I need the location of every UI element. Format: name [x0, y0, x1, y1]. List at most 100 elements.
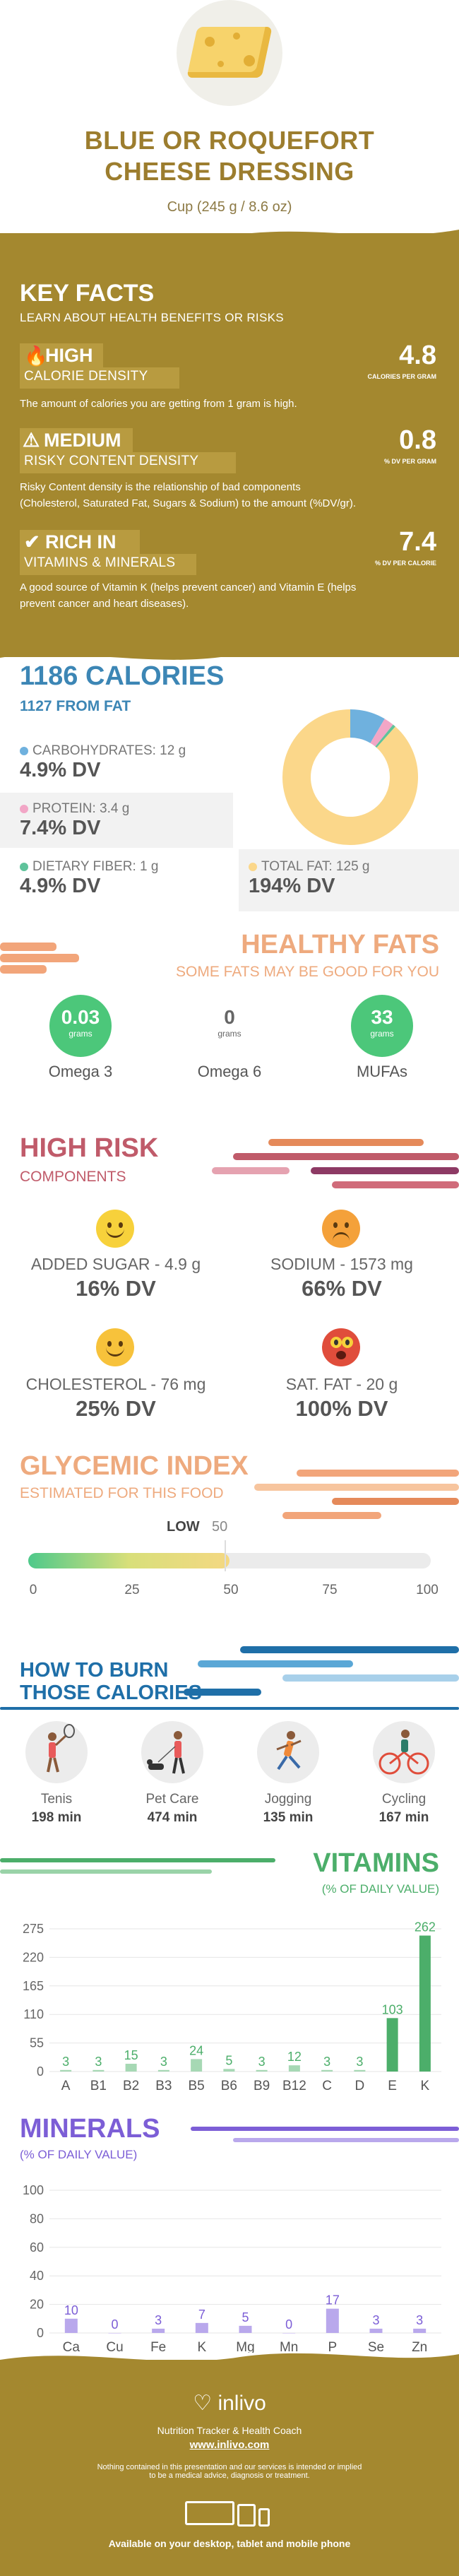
added-sugar-label: ADDED SUGAR - 4.9 g: [30, 1255, 201, 1273]
added-sugar-dv: 16% DV: [76, 1276, 156, 1301]
bar-B1: [93, 2069, 105, 2072]
sad-face-icon: [322, 1210, 360, 1248]
vitamins-minerals-level: RICH IN: [45, 531, 117, 553]
bar-B3: [157, 2069, 169, 2072]
happy-face-icon: [96, 1328, 134, 1366]
value-label-Mg: 5: [242, 2310, 249, 2324]
bar-Zn: [413, 2328, 427, 2333]
bar-A: [60, 2069, 72, 2072]
burn-title-line1: HOW TO BURN: [20, 1659, 169, 1682]
glycemic-tick-0: 0: [29, 1583, 37, 1597]
risky-content-unit: % DV PER GRAM: [383, 458, 436, 465]
x-tick-Mn: Mn: [280, 2340, 298, 2353]
value-label-Ca: 10: [64, 2303, 78, 2317]
vitamins-subtitle: (% OF DAILY VALUE): [321, 1882, 439, 1896]
value-label-A: 3: [62, 2055, 69, 2069]
cyclist-icon: [373, 1721, 435, 1783]
calories-donut-chart: [282, 709, 418, 845]
minerals-title: MINERALS: [20, 2114, 160, 2144]
protein-stat: PROTEIN: 3.4 g 7.4% DV: [20, 801, 130, 839]
footer: ♡ inlivo Nutrition Tracker & Health Coac…: [0, 2353, 459, 2576]
y-tick-label: 40: [30, 2269, 44, 2283]
x-tick-B5: B5: [189, 2079, 205, 2093]
bar-Mn: [282, 2333, 296, 2334]
bar-K: [419, 1935, 431, 2072]
burn-title-line2: THOSE CALORIES: [20, 1682, 202, 1704]
value-label-K: 262: [415, 1920, 436, 1934]
bar-P: [326, 2308, 339, 2333]
devices-icon: [185, 2501, 277, 2527]
footer-tagline: Nutrition Tracker & Health Coach: [157, 2425, 302, 2436]
footer-url[interactable]: www.inlivo.com: [189, 2439, 270, 2451]
food-title-line1: BLUE OR ROQUEFORT: [84, 126, 375, 155]
value-label-C: 3: [323, 2055, 330, 2069]
warning-icon: ⚠: [23, 430, 40, 451]
key-facts-section: KEY FACTS LEARN ABOUT HEALTH BENEFITS OR…: [0, 233, 459, 657]
header: BLUE OR ROQUEFORT CHEESE DRESSING Cup (2…: [0, 0, 459, 233]
risky-content-description: Risky Content density is the relationshi…: [20, 481, 357, 509]
calories-from-fat: 1127 FROM FAT: [20, 698, 131, 714]
x-tick-B2: B2: [123, 2079, 139, 2093]
vitamins-title: VITAMINS: [313, 1848, 439, 1878]
value-label-P: 17: [326, 2293, 340, 2308]
y-tick-label: 220: [23, 1950, 44, 1964]
vitamins-minerals-value: 7.4: [399, 527, 436, 557]
omega3-label: Omega 3: [48, 1063, 113, 1080]
vitamins-minerals-description: A good source of Vitamin K (helps preven…: [20, 581, 357, 610]
y-tick-label: 275: [23, 1922, 44, 1936]
minerals-subtitle: (% OF DAILY VALUE): [20, 2148, 138, 2161]
pet-care-minutes: 474 min: [147, 1810, 198, 1825]
vitamins-minerals-label: VITAMINS & MINERALS: [24, 555, 176, 570]
checkmark-icon: ✔: [24, 531, 40, 553]
value-label-B1: 3: [95, 2055, 102, 2069]
fat-dot: [249, 862, 257, 871]
food-title-line2: CHEESE DRESSING: [105, 157, 354, 186]
cycling-minutes: 167 min: [378, 1810, 429, 1825]
vitamins-minerals-unit: % DV PER CALORIE: [374, 560, 436, 567]
protein-dot: [20, 804, 28, 813]
high-risk-title: HIGH RISK: [20, 1133, 159, 1163]
footer-disclaimer: Nothing contained in this presentation a…: [97, 2463, 362, 2480]
y-tick-label: 100: [23, 2183, 44, 2197]
calorie-density-unit: CALORIES PER GRAM: [367, 373, 436, 380]
bar-K: [195, 2322, 208, 2333]
bar-B6: [223, 2069, 235, 2072]
risky-content-label: RISKY CONTENT DENSITY: [24, 454, 199, 468]
heart-logo-icon: ♡: [193, 2392, 213, 2415]
footer-brand: ♡ inlivo: [0, 2391, 459, 2416]
footer-availability: Available on your desktop, tablet and mo…: [108, 2538, 351, 2549]
bar-B2: [125, 2063, 137, 2072]
bar-D: [354, 2069, 366, 2072]
jogging-minutes: 135 min: [263, 1810, 314, 1825]
omega3-badge: 0.03 grams: [49, 995, 112, 1057]
bar-B9: [256, 2069, 268, 2072]
donut-slice-fiber: [375, 724, 395, 748]
glycemic-tick-100: 100: [416, 1583, 439, 1597]
omega6-label: Omega 6: [197, 1063, 262, 1080]
x-tick-Cu: Cu: [106, 2340, 123, 2353]
x-tick-Mg: Mg: [236, 2340, 254, 2353]
carbohydrates-dot: [20, 746, 28, 755]
glycemic-subtitle: ESTIMATED FOR THIS FOOD: [20, 1485, 224, 1501]
bar-C: [321, 2069, 333, 2072]
sat-fat-label: SAT. FAT - 20 g: [285, 1375, 398, 1393]
vitamins-bar-chart: 275 220 165 110 55 0 3 A 3 B1 15 B2 3 B3 24 B5 5 B6 3 B9 12 B…: [23, 1920, 441, 2093]
tennis-player-icon: [25, 1721, 88, 1783]
value-label-Zn: 3: [416, 2313, 423, 2327]
risky-content-level: MEDIUM: [44, 430, 121, 451]
tennis-label: Tenis: [40, 1792, 73, 1807]
calorie-density-level: HIGH: [45, 345, 93, 366]
cheese-image: [177, 0, 282, 106]
y-tick-label: 110: [23, 2007, 44, 2021]
donut-slice-fat: [282, 709, 418, 845]
minerals-bar-chart: 100 80 60 40 20 0 10 Ca 0 Cu 3 Fe 7 K 5 Mg 0 Mn 17 P 3 Se 3 Zn: [23, 2183, 441, 2353]
calorie-density-value: 4.8: [399, 341, 436, 370]
bar-Ca: [64, 2318, 78, 2333]
x-tick-C: C: [322, 2079, 332, 2093]
vitamins-minerals-badge: ✔ RICH IN VITAMINS & MINERALS: [20, 530, 253, 577]
value-label-Mn: 0: [285, 2317, 292, 2332]
x-tick-Ca: Ca: [63, 2340, 81, 2353]
x-tick-E: E: [388, 2079, 397, 2093]
x-tick-B9: B9: [254, 2079, 270, 2093]
x-tick-B3: B3: [155, 2079, 172, 2093]
